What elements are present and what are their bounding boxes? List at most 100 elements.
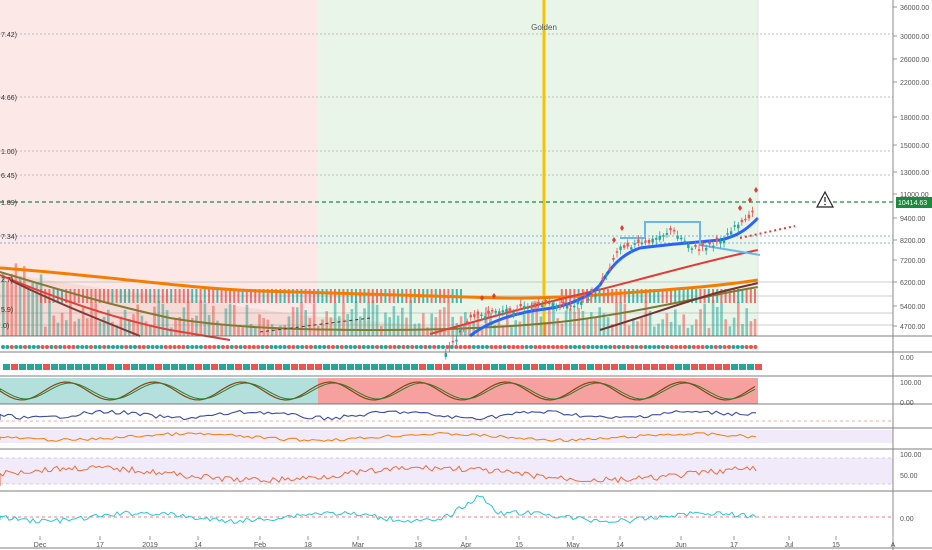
trend-bar xyxy=(475,364,482,370)
dot-marker xyxy=(392,345,397,349)
candle-body xyxy=(605,274,608,276)
dot-marker xyxy=(744,345,749,349)
volume-stripe xyxy=(623,289,626,303)
dot-marker xyxy=(265,345,269,349)
volume-bar xyxy=(678,325,681,336)
dot-marker xyxy=(581,345,586,349)
candle-body xyxy=(533,303,537,308)
volume-bar xyxy=(321,319,324,336)
dot-marker xyxy=(595,345,599,349)
trend-bar xyxy=(531,364,538,370)
trend-bar xyxy=(691,364,698,370)
signal-marker xyxy=(492,293,496,299)
volume-bar xyxy=(245,304,249,336)
dot-marker xyxy=(304,345,309,349)
volume-bar xyxy=(174,317,177,336)
trend-bar xyxy=(195,364,202,370)
dot-marker xyxy=(419,345,423,349)
trend-bar xyxy=(91,364,98,370)
volume-stripe xyxy=(182,289,185,303)
trend-bar xyxy=(571,364,578,370)
trend-bar xyxy=(491,364,498,370)
volume-bar xyxy=(119,316,123,336)
volume-stripe xyxy=(334,289,336,303)
candle-body xyxy=(562,301,565,305)
candle-body xyxy=(597,288,601,291)
volume-bar xyxy=(123,309,127,336)
dot-marker xyxy=(700,345,705,349)
price-tick-label: 4700.00 xyxy=(900,324,925,331)
trend-bar xyxy=(419,364,426,370)
trend-bar xyxy=(107,364,114,370)
dot-marker xyxy=(366,345,371,349)
volume-bar xyxy=(161,303,165,336)
volume-bar xyxy=(632,318,635,336)
volume-stripe xyxy=(98,289,101,303)
stoch-bear-bg xyxy=(318,378,758,404)
volume-stripe xyxy=(376,289,378,303)
volume-bar xyxy=(674,309,677,336)
volume-stripe xyxy=(191,289,194,303)
volume-bar xyxy=(128,318,131,336)
dot-marker xyxy=(309,345,313,349)
volume-bar xyxy=(287,316,291,336)
volume-bar xyxy=(447,302,450,336)
dot-marker xyxy=(247,345,252,349)
time-axis[interactable]: Dec 17 2019 14 Feb 18 Mar 18 Apr 15 May 14 Jun 17 Jul 1… xyxy=(34,536,896,549)
trend-bar xyxy=(635,364,642,370)
candle-body xyxy=(651,238,654,243)
volume-stripe xyxy=(187,289,189,303)
volume-bar xyxy=(149,324,152,336)
dot-marker xyxy=(322,345,327,349)
volume-stripe xyxy=(724,289,727,303)
volume-bar xyxy=(233,304,236,336)
volume-bar xyxy=(182,307,186,336)
volume-stripe xyxy=(308,289,311,303)
volume-bar xyxy=(590,312,593,336)
volume-bar xyxy=(73,321,76,336)
volume-bar xyxy=(720,302,723,336)
volume-bar xyxy=(359,316,362,336)
dot-marker xyxy=(137,345,142,349)
trend-bar xyxy=(19,364,26,370)
dot-marker xyxy=(511,345,516,349)
trend-bar xyxy=(283,364,290,370)
volume-bar xyxy=(636,321,639,336)
volume-bar xyxy=(371,300,375,336)
candle-body xyxy=(548,302,551,304)
dot-marker xyxy=(326,345,331,349)
trend-bar xyxy=(115,364,122,370)
dot-marker xyxy=(639,345,643,349)
trend-bar xyxy=(227,364,234,370)
volume-bar xyxy=(136,304,139,336)
candle-body xyxy=(744,218,747,221)
volume-bar xyxy=(165,310,169,336)
volume-stripe xyxy=(69,289,72,303)
price-scale[interactable]: 36000.00 30000.00 26000.00 22000.00 18000.00… xyxy=(892,0,932,550)
volume-stripe xyxy=(661,289,664,303)
warning-icon[interactable] xyxy=(816,190,834,208)
volume-bar xyxy=(485,307,488,336)
volume-bar xyxy=(686,327,690,336)
volume-bar xyxy=(480,327,484,336)
volume-bar xyxy=(648,310,652,336)
candle-body xyxy=(540,305,544,307)
dot-marker xyxy=(172,345,177,349)
trend-bar xyxy=(75,364,82,370)
volume-bar xyxy=(56,322,60,336)
volume-stripe xyxy=(94,289,97,303)
dot-marker xyxy=(687,345,692,349)
dot-marker xyxy=(185,345,190,349)
trend-bar xyxy=(379,364,386,370)
dot-marker xyxy=(564,345,569,349)
volume-stripe xyxy=(216,289,219,303)
dot-marker xyxy=(401,345,406,349)
candle-body xyxy=(530,305,533,309)
price-tick-label: 11000.00 xyxy=(900,192,929,199)
volume-stripe xyxy=(292,289,294,303)
candle-body xyxy=(526,307,530,309)
volume-bar xyxy=(35,283,39,336)
volume-bar xyxy=(753,318,757,336)
dot-marker xyxy=(84,345,89,349)
